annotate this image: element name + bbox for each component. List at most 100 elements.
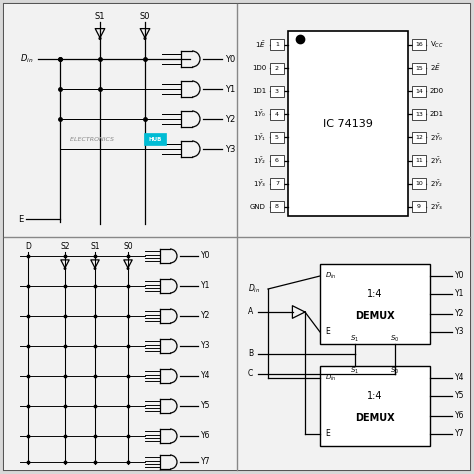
Text: 1: 1 — [275, 42, 279, 47]
Text: Y3: Y3 — [201, 341, 210, 350]
Text: $D_{in}$: $D_{in}$ — [248, 283, 260, 295]
Bar — [412, 178, 426, 189]
Text: 14: 14 — [415, 89, 423, 94]
Bar — [412, 132, 426, 143]
Text: 11: 11 — [415, 158, 423, 163]
Text: 6: 6 — [275, 158, 279, 163]
Text: S1: S1 — [95, 11, 105, 20]
Text: 10: 10 — [415, 181, 423, 186]
Text: 1$\bar{Y}$₂: 1$\bar{Y}$₂ — [253, 155, 266, 166]
Bar — [270, 132, 284, 143]
Text: 1D1: 1D1 — [252, 88, 266, 94]
Text: 8: 8 — [275, 204, 279, 209]
Text: 1$\bar{Y}$₁: 1$\bar{Y}$₁ — [253, 132, 266, 143]
Bar — [288, 31, 408, 216]
Text: E: E — [325, 328, 330, 337]
Text: 7: 7 — [275, 181, 279, 186]
Text: 1$\bar{Y}$₀: 1$\bar{Y}$₀ — [253, 109, 266, 119]
Bar — [237, 237, 470, 470]
Text: Y1: Y1 — [201, 282, 210, 291]
Text: IC 74139: IC 74139 — [323, 118, 373, 128]
Text: S0: S0 — [123, 241, 133, 250]
Text: 2$\bar{E}$: 2$\bar{E}$ — [430, 63, 441, 73]
Text: E: E — [325, 429, 330, 438]
Bar — [4, 237, 237, 470]
Text: D: D — [25, 241, 31, 250]
Text: B: B — [248, 349, 253, 358]
Text: Y1: Y1 — [225, 84, 235, 93]
Text: HUB: HUB — [148, 137, 162, 142]
Text: Y1: Y1 — [455, 290, 465, 299]
Text: Y3: Y3 — [455, 328, 465, 337]
Text: Y2: Y2 — [201, 311, 210, 320]
Text: 16: 16 — [415, 42, 423, 47]
Text: ELECTRONICS: ELECTRONICS — [70, 137, 116, 142]
Text: S1: S1 — [90, 241, 100, 250]
Text: $D_{in}$: $D_{in}$ — [325, 373, 337, 383]
Bar — [412, 86, 426, 97]
Text: 1$\bar{Y}$₃: 1$\bar{Y}$₃ — [253, 178, 266, 189]
Bar — [320, 366, 430, 446]
Bar — [237, 4, 470, 237]
Text: 1D0: 1D0 — [252, 65, 266, 71]
Bar — [270, 178, 284, 189]
Bar — [144, 133, 166, 145]
Text: Y4: Y4 — [455, 374, 465, 383]
Bar — [270, 39, 284, 50]
Bar — [4, 4, 237, 237]
Text: 2$\bar{Y}$₃: 2$\bar{Y}$₃ — [430, 201, 443, 212]
Bar — [270, 201, 284, 212]
Text: Y0: Y0 — [225, 55, 235, 64]
Text: 2D1: 2D1 — [430, 111, 444, 117]
Text: 5: 5 — [275, 135, 279, 140]
Text: 4: 4 — [275, 112, 279, 117]
Text: Y7: Y7 — [201, 457, 210, 466]
Text: 13: 13 — [415, 112, 423, 117]
Text: GND: GND — [250, 204, 266, 210]
Text: Y4: Y4 — [201, 372, 210, 381]
Text: 2D0: 2D0 — [430, 88, 444, 94]
Text: A: A — [248, 308, 253, 317]
Text: $S_1$: $S_1$ — [350, 366, 360, 376]
Bar — [412, 155, 426, 166]
Bar — [412, 109, 426, 120]
Bar — [270, 109, 284, 120]
Bar — [320, 264, 430, 344]
Text: Y5: Y5 — [455, 392, 465, 401]
Text: $S_1$: $S_1$ — [350, 334, 360, 344]
Text: 2: 2 — [275, 65, 279, 71]
Text: Y6: Y6 — [201, 431, 210, 440]
Text: Y7: Y7 — [455, 429, 465, 438]
Bar — [412, 63, 426, 73]
Text: 12: 12 — [415, 135, 423, 140]
Text: V$_{CC}$: V$_{CC}$ — [430, 40, 444, 50]
Bar — [412, 39, 426, 50]
Text: 9: 9 — [417, 204, 421, 209]
Text: 2$\bar{Y}$₂: 2$\bar{Y}$₂ — [430, 178, 443, 189]
Text: $D_{in}$: $D_{in}$ — [20, 53, 33, 65]
Text: 1:4: 1:4 — [367, 392, 383, 401]
Text: 1:4: 1:4 — [367, 290, 383, 300]
Text: DEMUX: DEMUX — [355, 413, 395, 423]
Text: 2$\bar{Y}$₁: 2$\bar{Y}$₁ — [430, 155, 443, 166]
Bar — [270, 86, 284, 97]
Bar — [412, 201, 426, 212]
Text: Y0: Y0 — [455, 272, 465, 281]
Text: 1$\bar{E}$: 1$\bar{E}$ — [255, 40, 266, 50]
Text: Y6: Y6 — [455, 411, 465, 420]
Text: Y3: Y3 — [225, 145, 236, 154]
Text: $S_0$: $S_0$ — [391, 366, 400, 376]
Text: DEMUX: DEMUX — [355, 311, 395, 321]
Text: E: E — [18, 215, 23, 224]
Text: Y2: Y2 — [225, 115, 235, 124]
Text: $S_0$: $S_0$ — [391, 334, 400, 344]
Text: Y2: Y2 — [455, 310, 465, 319]
Text: C: C — [248, 370, 253, 379]
Text: 15: 15 — [415, 65, 423, 71]
Text: $D_{in}$: $D_{in}$ — [325, 271, 337, 281]
Bar — [270, 155, 284, 166]
Text: 2$\bar{Y}$₀: 2$\bar{Y}$₀ — [430, 132, 443, 143]
Text: Y5: Y5 — [201, 401, 210, 410]
Text: Y0: Y0 — [201, 252, 210, 261]
Text: 3: 3 — [275, 89, 279, 94]
